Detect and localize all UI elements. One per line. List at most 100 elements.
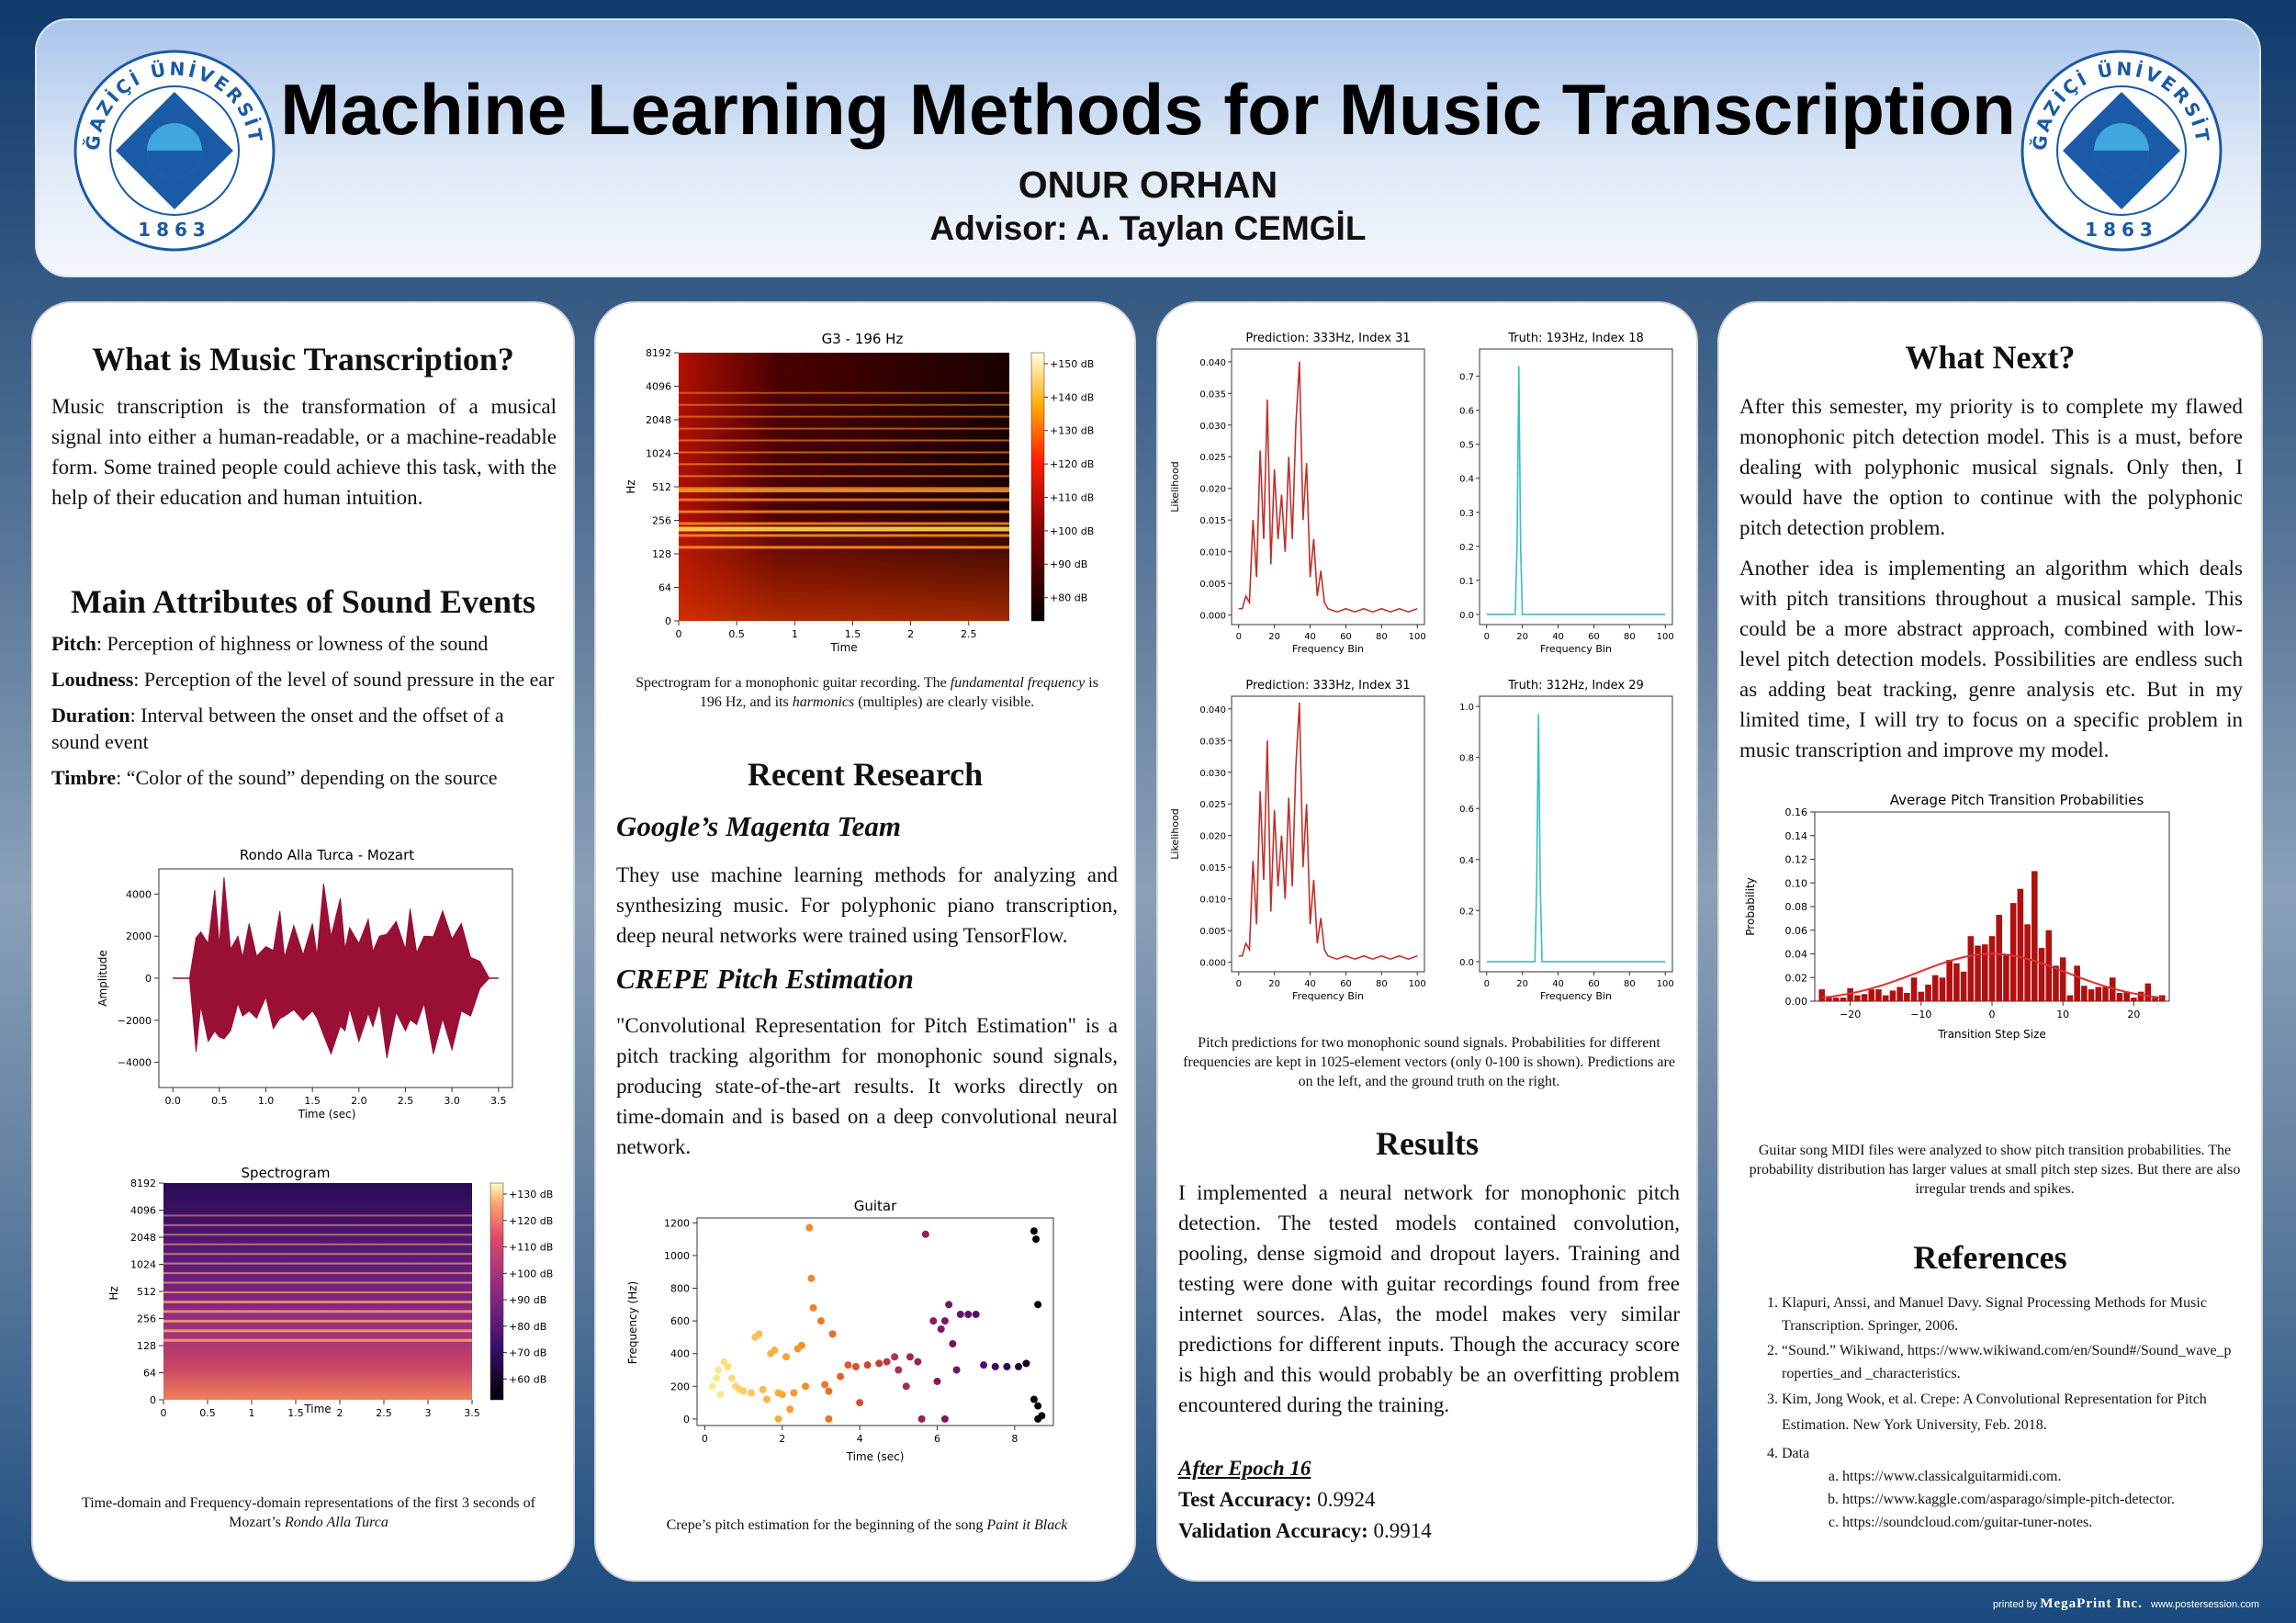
x-tick-label: 3: [425, 1407, 432, 1419]
colorbar-label: +130 dB: [1050, 425, 1094, 437]
scatter-point: [1015, 1362, 1023, 1370]
y-tick-label: 128: [137, 1340, 156, 1352]
y-tick-label: 0.06: [1785, 925, 1808, 937]
figure-caption: Crepe’s pitch estimation for the beginni…: [666, 1517, 1068, 1533]
x-axis-label: Time (sec): [298, 1108, 356, 1121]
x-tick-label: 0: [676, 628, 682, 640]
attribute-timbre: Timbre: “Color of the sound” depending o…: [51, 766, 498, 789]
y-tick-label: 128: [652, 548, 671, 560]
scatter-point: [727, 1374, 736, 1382]
poster-title: Machine Learning Methods for Music Trans…: [280, 69, 2016, 150]
scatter-point: [715, 1366, 723, 1374]
histogram-bar: [1889, 990, 1896, 1001]
y-tick-label: 4096: [646, 381, 671, 393]
scatter-point: [778, 1391, 786, 1399]
data-link[interactable]: https://soundcloud.com/guitar-tuner-note…: [1842, 1511, 2235, 1534]
scatter-point: [972, 1310, 980, 1318]
histogram-bar: [2009, 903, 2017, 1001]
x-tick-label: 0: [1236, 979, 1242, 989]
y-tick-label: 0.6: [1459, 805, 1474, 815]
y-tick-label: 0.6: [1459, 407, 1474, 417]
histogram-bar: [1904, 992, 1910, 1001]
x-tick-label: −20: [1840, 1009, 1861, 1020]
chart-title: Prediction: 333Hz, Index 31: [1245, 332, 1410, 345]
scatter-point: [851, 1362, 860, 1370]
y-tick-label: 0.015: [1199, 516, 1226, 526]
y-tick-label: 1024: [130, 1259, 156, 1271]
results-text: I implemented a neural network for monop…: [1178, 1181, 1680, 1416]
scatter-point: [906, 1353, 914, 1361]
y-tick-label: 0.025: [1199, 453, 1226, 463]
x-tick-label: 2.5: [398, 1095, 414, 1107]
histogram-bar: [2102, 986, 2109, 1001]
y-tick-label: 0.000: [1199, 612, 1226, 622]
scatter-point: [816, 1317, 825, 1325]
subheading-magenta: Google’s Magenta Team: [616, 810, 901, 842]
x-tick-label: 80: [1624, 632, 1636, 642]
scatter-point: [844, 1361, 852, 1369]
pitch-chart-panel: Truth: 312Hz, Index 29 0.0 0.2 0.4 0.6 0.8 1.0…: [1459, 679, 1674, 1002]
y-tick-label: 0.020: [1199, 485, 1226, 495]
x-tick-label: 20: [2127, 1009, 2140, 1020]
y-tick-label: 0.1: [1459, 577, 1474, 587]
reference-item: “Sound.” Wikiwand, https://www.wikiwand.…: [1782, 1339, 2235, 1385]
data-link[interactable]: https://www.classicalguitarmidi.com.: [1842, 1465, 2235, 1488]
x-tick-label: 100: [1657, 632, 1674, 642]
figure-caption: Spectrogram for a monophonic guitar reco…: [636, 675, 1098, 710]
heading-recent-research: Recent Research: [747, 756, 984, 793]
x-tick-label: 2: [337, 1407, 343, 1419]
scatter-point: [902, 1382, 910, 1391]
histogram-bar: [1896, 986, 1903, 1001]
y-tick-label: 2000: [126, 930, 152, 942]
histogram-bar: [2038, 948, 2045, 1001]
scatter-point: [937, 1325, 945, 1334]
pitch-chart-panel: Prediction: 333Hz, Index 31 0.000 0.005 0.0…: [1169, 332, 1426, 655]
y-tick-label: 0.2: [1459, 907, 1474, 917]
colorbar-label: +100 dB: [509, 1268, 553, 1279]
x-tick-label: 3.0: [444, 1095, 460, 1107]
y-tick-label: 0: [150, 1394, 156, 1406]
attribute-loudness: Loudness: Perception of the level of sou…: [51, 668, 555, 691]
histogram-bar: [2032, 871, 2038, 1001]
scatter-point: [914, 1358, 922, 1366]
scatter-point: [708, 1382, 716, 1391]
y-tick-label: 256: [652, 515, 671, 527]
data-link[interactable]: https://www.kaggle.com/asparago/simple-p…: [1842, 1488, 2235, 1511]
y-tick-label: 1200: [664, 1217, 690, 1229]
scatter-point: [802, 1382, 810, 1391]
scatter-point: [805, 1223, 814, 1232]
guitar-scatter-chart: Guitar 0 200 400 600 800 1000 1200 0 2 4 6 8 Time …: [626, 1198, 1054, 1463]
y-tick-label: 0.010: [1199, 548, 1226, 558]
figure-caption: Pitch predictions for two monophonic sou…: [1183, 1035, 1675, 1089]
x-tick-label: 60: [1340, 632, 1352, 642]
colorbar-label: +140 dB: [1050, 391, 1094, 403]
y-tick-label: 64: [143, 1368, 156, 1380]
chart-title: Truth: 193Hz, Index 18: [1507, 332, 1644, 345]
scatter-point: [809, 1303, 817, 1312]
x-tick-label: 80: [1376, 979, 1388, 989]
y-tick-label: 0.2: [1459, 543, 1474, 553]
y-tick-label: 0.5: [1459, 441, 1474, 451]
x-tick-label: 20: [1268, 632, 1280, 642]
scatter-point: [748, 1389, 756, 1397]
chart-title: G3 - 196 Hz: [822, 331, 904, 347]
validation-accuracy: Validation Accuracy: 0.9914: [1178, 1519, 1432, 1542]
histogram-bar: [1882, 995, 1889, 1001]
guitar-spectrogram-chart: G3 - 196 Hz 0 64 128 256 512 1024 2048 4096 8192…: [625, 331, 1094, 654]
y-tick-label: 0: [665, 615, 671, 627]
x-tick-label: 1.5: [304, 1095, 321, 1107]
x-axis-label: Time (sec): [846, 1450, 905, 1463]
scatter-point: [964, 1310, 973, 1318]
scatter-point: [940, 1414, 949, 1423]
histogram-bar: [2144, 983, 2152, 1001]
histogram-bar: [1826, 997, 1832, 1001]
colorbar-label: +110 dB: [1050, 491, 1094, 503]
y-tick-label: 0.0: [1459, 958, 1474, 968]
histogram-bar: [1847, 987, 1853, 1001]
scatter-point: [921, 1230, 929, 1238]
y-tick-label: 0.16: [1785, 806, 1808, 818]
spectrogram-image: [163, 1183, 472, 1400]
histogram-bar: [2059, 957, 2066, 1001]
scatter-point: [790, 1389, 798, 1397]
y-axis-label: Likelihood: [1169, 808, 1181, 859]
